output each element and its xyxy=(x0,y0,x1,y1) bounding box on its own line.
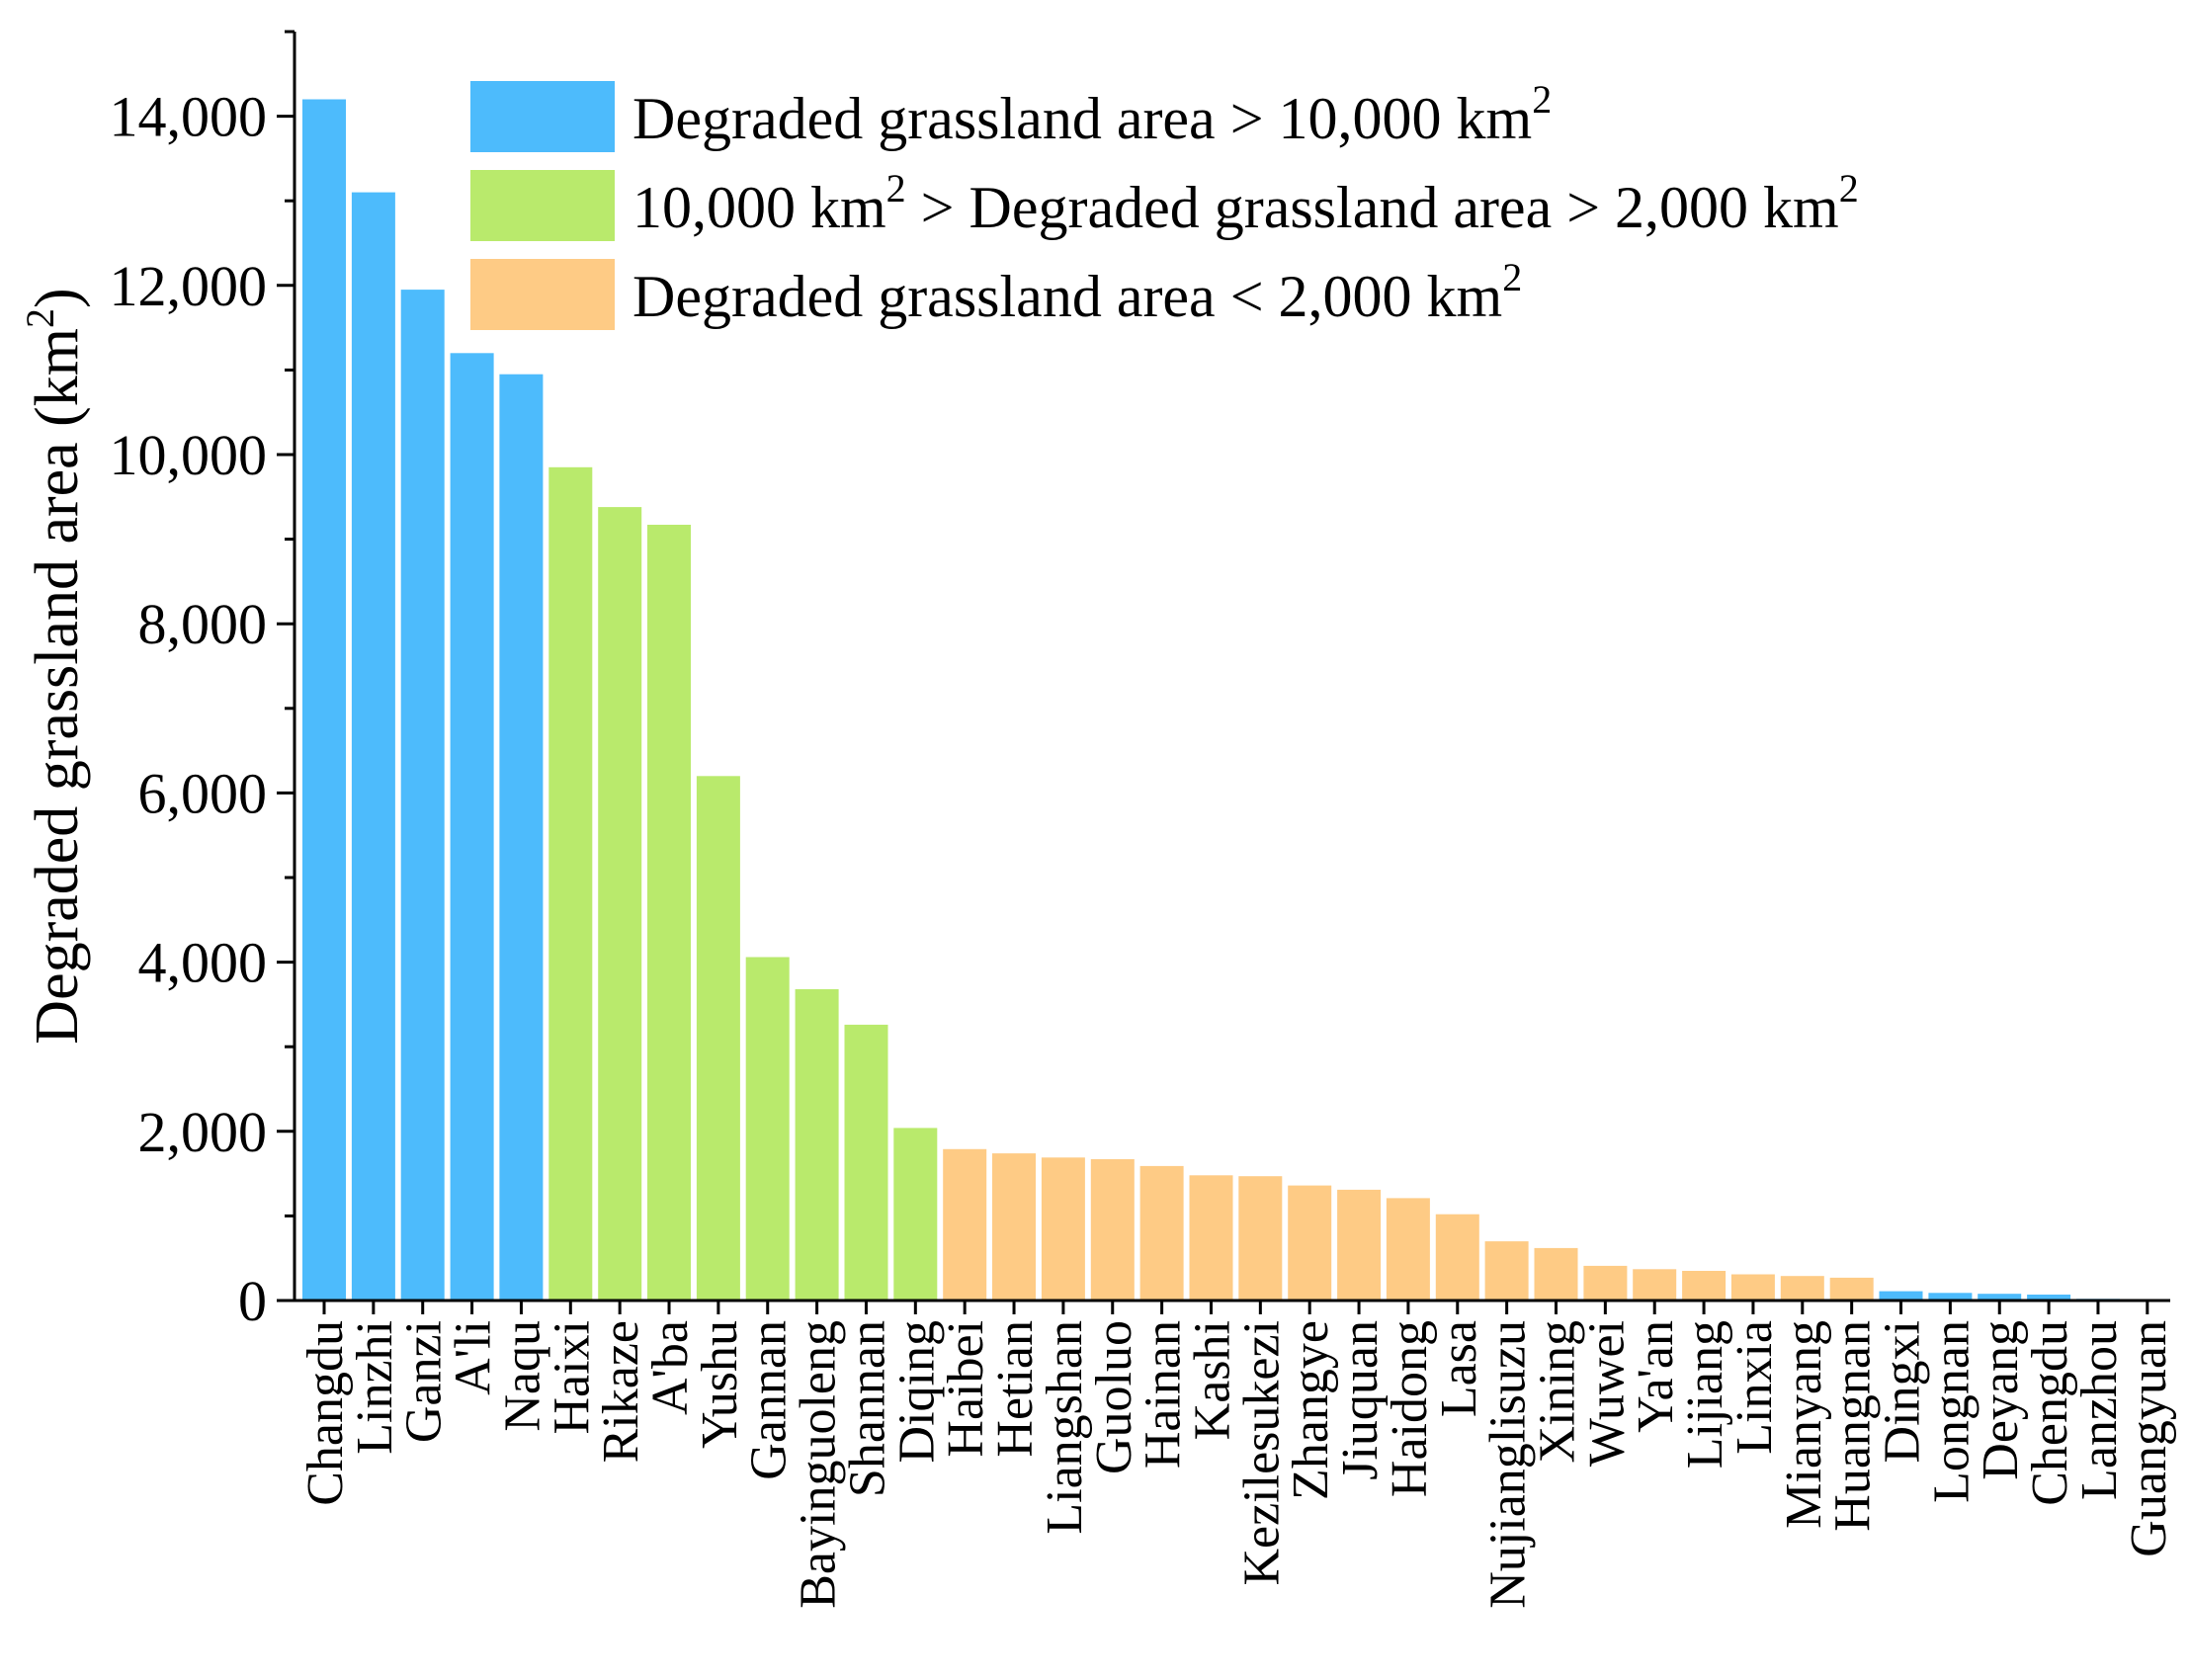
x-category-label: Kashi xyxy=(1185,1320,1241,1440)
bar-liangshan xyxy=(1041,1157,1085,1301)
bars-layer xyxy=(302,99,2169,1302)
bar-a-li xyxy=(450,353,494,1301)
x-category-label: Jiuquan xyxy=(1332,1320,1389,1480)
axes-layer xyxy=(293,32,2170,1314)
x-category-label: Lasa xyxy=(1431,1320,1487,1417)
bar-lijiang xyxy=(1682,1271,1727,1301)
bar-hainan xyxy=(1139,1165,1184,1301)
bar-haidong xyxy=(1386,1198,1430,1301)
legend: Degraded grassland area > 10,000 km2 10,0… xyxy=(470,77,1859,330)
bar-haibei xyxy=(943,1148,987,1301)
legend-label: Degraded grassland area > 10,000 km2 xyxy=(632,77,1552,151)
bar-dingxi xyxy=(1879,1291,1923,1301)
legend-swatch xyxy=(470,81,615,152)
x-category-label: Lanzhou xyxy=(2071,1320,2128,1500)
bar-gannan xyxy=(745,957,790,1301)
bar-hetian xyxy=(992,1153,1036,1301)
x-category-label: Zhangye xyxy=(1283,1320,1339,1500)
bar-ganzi xyxy=(400,290,445,1302)
bar-zhangye xyxy=(1288,1185,1332,1301)
x-category-label: Chengdu xyxy=(2022,1320,2078,1506)
legend-swatch xyxy=(470,170,615,241)
bar-haixi xyxy=(548,466,593,1301)
x-category-label: Wuwei xyxy=(1578,1320,1635,1467)
bar-changdu xyxy=(302,99,346,1301)
bar-linzhi xyxy=(351,192,395,1302)
x-category-label: Liangshan xyxy=(1037,1320,1093,1535)
bar-yushu xyxy=(696,776,740,1301)
x-category-label: A'ba xyxy=(642,1320,699,1415)
x-category-label: Nujianglisuzu xyxy=(1480,1320,1537,1609)
y-tick-label: 8,000 xyxy=(138,592,268,656)
bar-kashi xyxy=(1189,1175,1233,1301)
bar-mianyang xyxy=(1780,1276,1824,1301)
legend-label: Degraded grassland area < 2,000 km2 xyxy=(632,255,1522,329)
bar-deyang xyxy=(1978,1294,2022,1301)
x-category-label: Hainan xyxy=(1136,1320,1192,1469)
x-category-label: Guoluo xyxy=(1086,1320,1142,1474)
x-category-label: Ganzi xyxy=(396,1320,453,1443)
x-category-label: Bayinguoleng xyxy=(791,1320,847,1609)
bar-rikaze xyxy=(598,507,642,1301)
x-category-label: Diqing xyxy=(888,1320,945,1463)
x-category-labels: ChangduLinzhiGanziA'liNaquHaixiRikazeA'b… xyxy=(297,1320,2177,1609)
x-category-label: Haibei xyxy=(938,1320,994,1458)
bar-jiuquan xyxy=(1337,1189,1382,1301)
bar-linxia xyxy=(1730,1274,1775,1301)
x-category-label: Linxia xyxy=(1727,1320,1783,1455)
x-category-label: Lijiang xyxy=(1677,1320,1733,1469)
bar-longnan xyxy=(1928,1293,1973,1301)
bar-a-ba xyxy=(647,525,691,1301)
bar-ya-an xyxy=(1633,1269,1677,1301)
bar-bayinguoleng xyxy=(795,989,839,1301)
x-category-label: Deyang xyxy=(1973,1320,2029,1480)
x-category-label: Linzhi xyxy=(347,1320,403,1455)
x-category-label: Xining xyxy=(1530,1320,1586,1463)
y-tick-label: 14,000 xyxy=(110,85,268,149)
bar-guoluo xyxy=(1090,1159,1135,1301)
y-tick-label: 4,000 xyxy=(138,931,268,995)
x-category-label: Rikaze xyxy=(593,1320,649,1463)
y-axis-title-text: Degraded grassland area (km2) xyxy=(18,288,91,1044)
legend-swatch xyxy=(470,259,615,330)
bar-wuwei xyxy=(1583,1265,1628,1301)
bar-lasa xyxy=(1435,1214,1479,1301)
x-category-label: Changdu xyxy=(297,1320,354,1506)
y-tick-label: 10,000 xyxy=(110,423,268,487)
bar-naqu xyxy=(499,374,544,1301)
x-category-label: Gannan xyxy=(741,1320,798,1480)
x-category-label: Kezilesukezi xyxy=(1233,1320,1290,1586)
bar-shannan xyxy=(844,1024,888,1301)
y-tick-label: 0 xyxy=(238,1269,267,1333)
y-tick-label: 2,000 xyxy=(138,1100,268,1164)
x-category-label: Hetian xyxy=(987,1320,1044,1458)
x-category-label: Mianyang xyxy=(1776,1320,1832,1529)
x-category-label: Yushu xyxy=(692,1320,748,1449)
x-category-label: Dingxi xyxy=(1875,1320,1931,1463)
x-category-label: Naqu xyxy=(494,1320,550,1432)
y-axis-title: Degraded grassland area (km2) xyxy=(18,288,91,1044)
bar-huangnan xyxy=(1829,1277,1874,1301)
x-category-label: Huangnan xyxy=(1825,1320,1882,1532)
x-category-label: Haixi xyxy=(544,1320,600,1435)
y-tick-label: 12,000 xyxy=(110,254,268,318)
x-category-label: Shannan xyxy=(840,1320,896,1497)
legend-label: 10,000 km2 > Degraded grassland area > 2… xyxy=(632,166,1859,240)
bar-diqing xyxy=(893,1128,938,1301)
y-ticks-layer: 0 2,000 4,000 6,000 8,000 10,000 12,000 14,000 xyxy=(110,30,295,1333)
bar-xining xyxy=(1534,1247,1578,1301)
x-category-label: Ya'an xyxy=(1628,1320,1684,1433)
x-category-label: Guangyuan xyxy=(2121,1320,2177,1557)
bar-chengdu xyxy=(2027,1295,2071,1301)
x-category-label: A'li xyxy=(446,1320,502,1395)
bar-kezilesukezi xyxy=(1238,1176,1283,1301)
y-tick-label: 6,000 xyxy=(138,761,268,825)
x-category-label: Longnan xyxy=(1923,1320,1979,1503)
bar-nujianglisuzu xyxy=(1484,1241,1529,1301)
x-category-label: Haidong xyxy=(1382,1320,1438,1497)
